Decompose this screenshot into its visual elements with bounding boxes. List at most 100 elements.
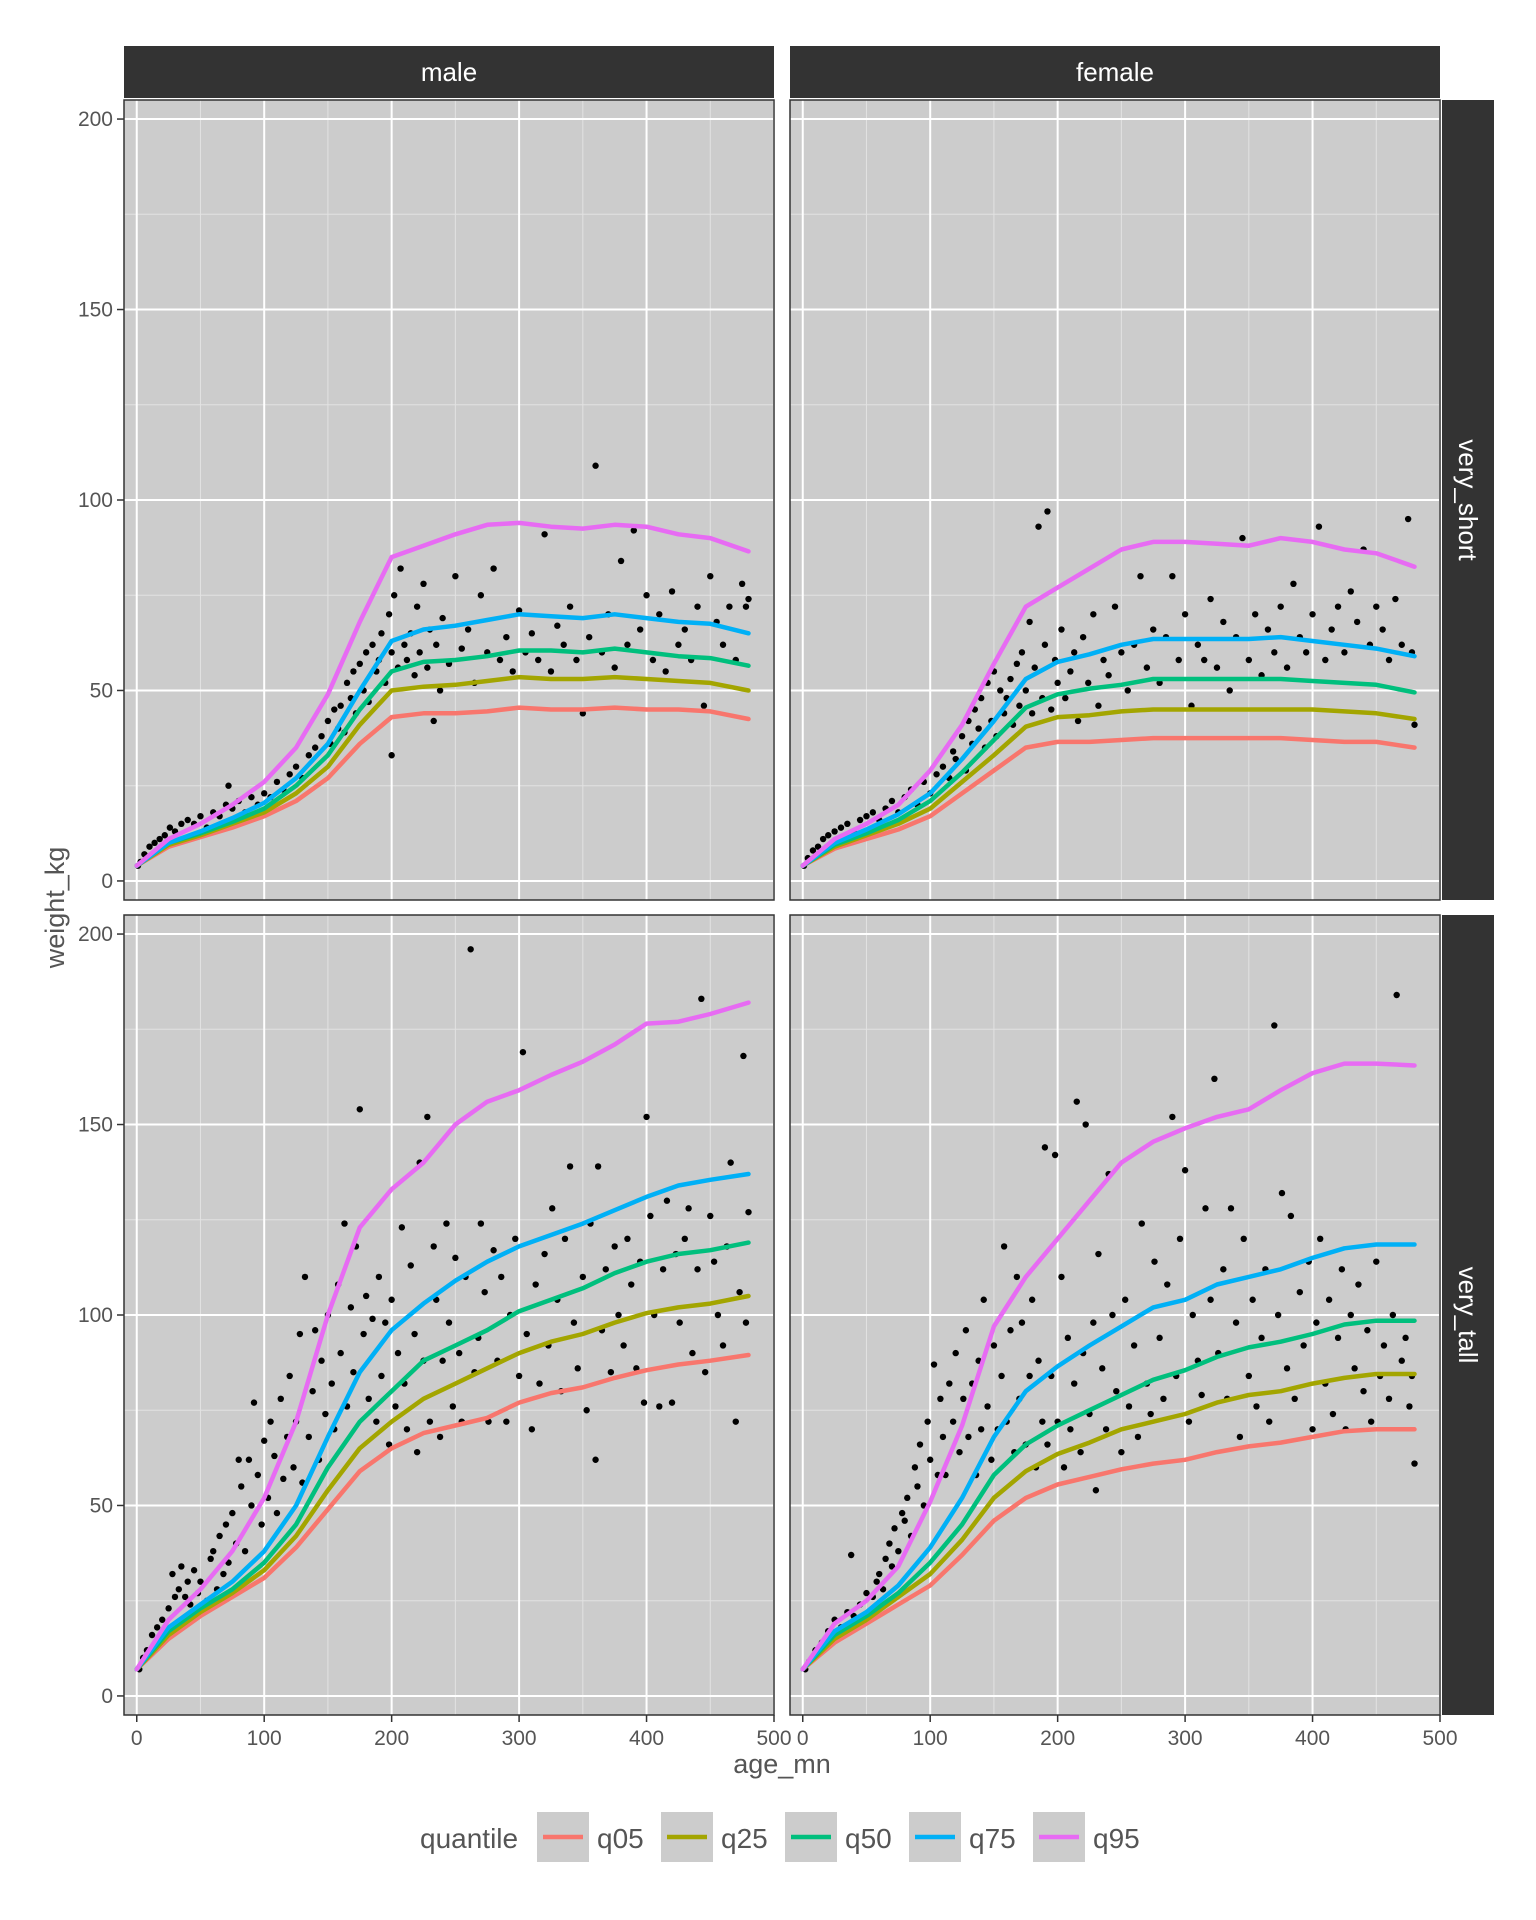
- data-point: [146, 843, 153, 850]
- data-point: [1334, 603, 1342, 610]
- y-tick-label: 100: [78, 489, 113, 512]
- data-point: [742, 1319, 750, 1326]
- data-point: [178, 820, 185, 828]
- series-line-q05: [134, 1352, 751, 1672]
- data-point: [984, 1403, 991, 1410]
- series-line-q05: [800, 1427, 1417, 1672]
- data-point: [975, 725, 982, 732]
- data-point: [1028, 1296, 1036, 1303]
- data-point: [390, 592, 398, 599]
- data-point: [643, 1113, 650, 1121]
- data-point: [611, 664, 618, 671]
- data-point: [647, 1212, 654, 1220]
- series-line-q95: [134, 1000, 751, 1672]
- data-point: [873, 1578, 880, 1585]
- data-point: [946, 1380, 953, 1387]
- data-point: [148, 1631, 156, 1639]
- data-point: [1373, 603, 1380, 610]
- data-point: [1113, 1387, 1120, 1395]
- data-point: [1035, 523, 1042, 530]
- data-point: [898, 1509, 906, 1517]
- data-point: [241, 1547, 249, 1555]
- data-point: [467, 946, 474, 953]
- data-point: [570, 1319, 578, 1326]
- data-point: [1013, 1273, 1021, 1281]
- data-point: [1220, 1266, 1227, 1273]
- data-point: [222, 1521, 230, 1528]
- y-tick-label: 50: [90, 1494, 113, 1517]
- data-point: [1351, 1365, 1358, 1372]
- data-point: [640, 1399, 648, 1406]
- strip-very_tall: [1442, 915, 1494, 1715]
- panel-content: [134, 462, 752, 869]
- data-point: [1031, 664, 1038, 671]
- data-point: [726, 603, 733, 610]
- data-point: [1095, 702, 1102, 709]
- data-point: [1102, 1426, 1110, 1433]
- data-point: [1028, 710, 1036, 717]
- data-point: [458, 645, 465, 652]
- x-tick-label: 400: [1295, 1727, 1330, 1750]
- data-point: [1411, 1460, 1418, 1467]
- data-point: [1353, 618, 1361, 626]
- data-point: [258, 1521, 265, 1528]
- data-point: [1328, 626, 1335, 633]
- data-point: [388, 752, 395, 759]
- data-point: [1334, 1334, 1342, 1342]
- data-point: [267, 1418, 274, 1425]
- data-point: [165, 1605, 172, 1612]
- data-point: [1013, 660, 1021, 668]
- data-point: [385, 1441, 393, 1448]
- strip-label-male: male: [421, 57, 477, 87]
- data-point: [656, 1403, 663, 1410]
- data-point: [424, 664, 431, 671]
- data-point: [1404, 515, 1412, 523]
- data-point: [863, 1589, 870, 1597]
- data-point: [566, 1163, 574, 1170]
- data-point: [1309, 611, 1316, 618]
- data-point: [615, 1311, 622, 1319]
- data-point: [229, 1509, 236, 1517]
- data-point: [643, 592, 650, 599]
- data-point: [876, 1570, 883, 1578]
- data-point: [933, 771, 940, 778]
- data-point: [1355, 1281, 1362, 1288]
- data-point: [891, 1525, 898, 1532]
- legend-item-q50: q50: [785, 1812, 892, 1862]
- data-point: [403, 1426, 411, 1433]
- data-point: [1347, 588, 1354, 595]
- data-point: [1137, 572, 1144, 580]
- data-point: [337, 702, 344, 709]
- data-point: [1105, 672, 1112, 679]
- data-point: [439, 1357, 446, 1364]
- data-point: [1287, 1212, 1295, 1220]
- data-point: [1092, 1487, 1100, 1494]
- data-point: [663, 1197, 671, 1204]
- data-point: [523, 1330, 530, 1338]
- data-point: [356, 660, 363, 668]
- legend-label: q05: [597, 1823, 644, 1854]
- data-point: [1181, 611, 1189, 618]
- data-point: [519, 1048, 527, 1056]
- data-point: [1385, 656, 1393, 664]
- data-point: [1245, 656, 1253, 664]
- data-point: [1258, 1334, 1265, 1342]
- data-point: [1207, 1296, 1214, 1303]
- data-point: [949, 748, 957, 755]
- data-point: [594, 1163, 602, 1170]
- data-point: [560, 641, 567, 648]
- data-point: [324, 717, 332, 725]
- data-point: [1071, 649, 1078, 656]
- data-point: [311, 1327, 319, 1334]
- data-point: [385, 611, 393, 618]
- data-point: [411, 1330, 418, 1338]
- data-point: [1118, 649, 1125, 656]
- data-point: [1315, 523, 1323, 530]
- strip-label-very_tall: very_tall: [1453, 1267, 1483, 1364]
- data-point: [719, 1342, 727, 1349]
- data-point: [1085, 679, 1092, 687]
- strip-male: [124, 46, 774, 98]
- data-point: [373, 1418, 380, 1425]
- data-point: [1402, 1334, 1409, 1342]
- panel-male-very_tall: 0 50 100 150 200 0 100 200 300 400 500: [78, 914, 792, 1750]
